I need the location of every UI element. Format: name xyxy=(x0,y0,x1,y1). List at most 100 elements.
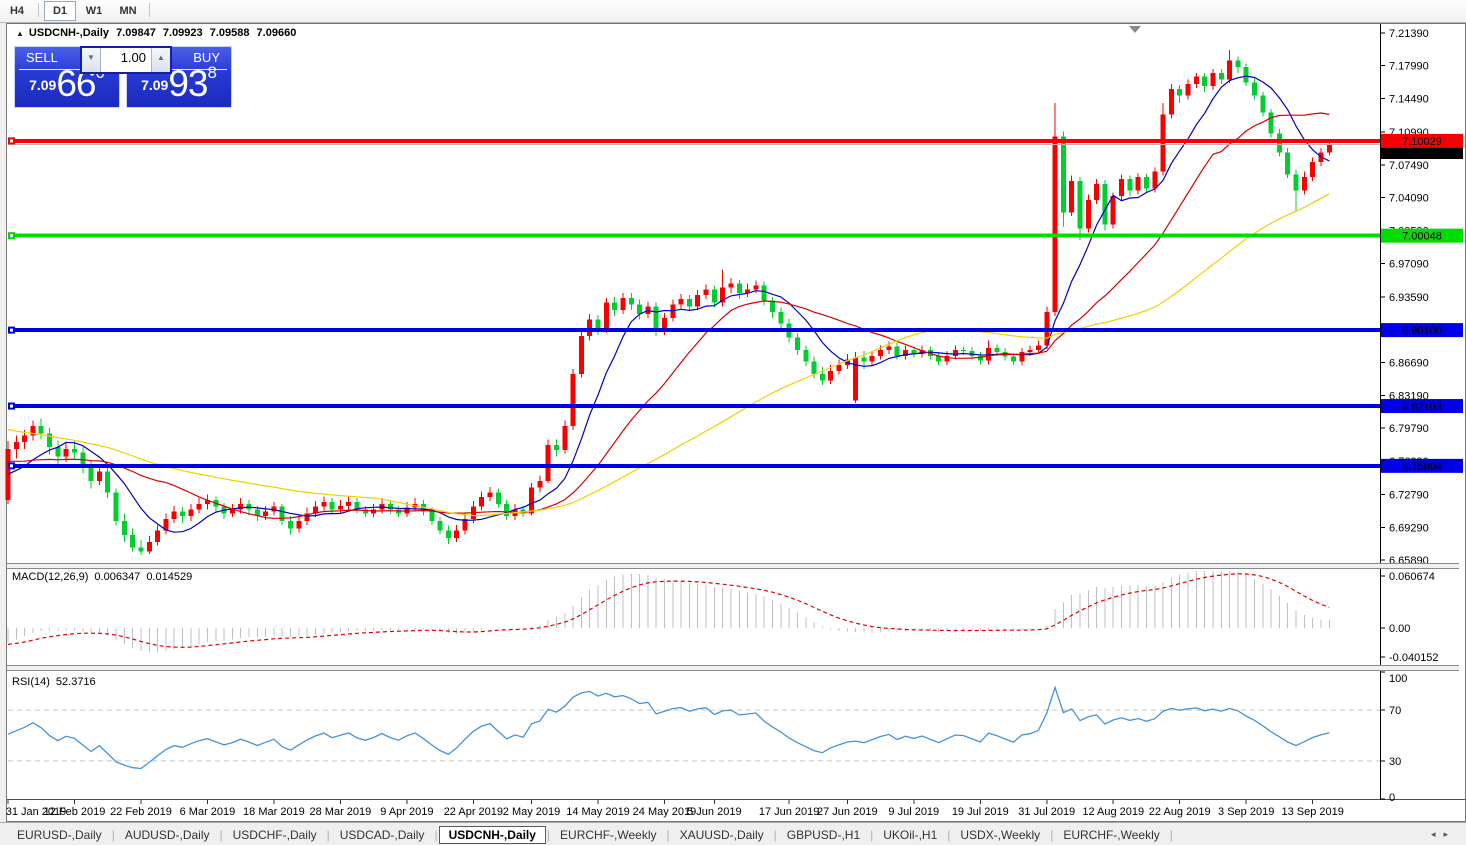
volume-spinner: ▼ 1.00 ▲ xyxy=(80,46,172,74)
date-tick-label: 19 Jul 2019 xyxy=(952,806,1009,818)
price-chart[interactable]: 7.213907.179907.144907.109907.074907.040… xyxy=(0,0,1466,822)
candle-body xyxy=(711,289,717,303)
candle-body xyxy=(1202,76,1208,87)
candle-body xyxy=(745,289,751,294)
candle-body xyxy=(570,373,576,427)
price-tick-label: 7.04090 xyxy=(1389,192,1429,204)
rsi-pane-resize-handle[interactable] xyxy=(7,665,1459,671)
level-drag-handle-dot xyxy=(10,404,13,408)
collapse-chart-icon[interactable]: ▲ xyxy=(16,29,24,38)
timeframe-button-h4[interactable]: H4 xyxy=(9,5,25,17)
divider xyxy=(19,69,115,70)
candle-body xyxy=(1235,60,1241,68)
macd-axis-label: 0.00 xyxy=(1389,623,1410,635)
chart-tab-xauusd-daily[interactable]: XAUUSD-,Daily xyxy=(679,827,764,842)
candle-body xyxy=(454,530,460,539)
price-tick-label: 6.86690 xyxy=(1389,357,1429,369)
candle-body xyxy=(1035,345,1041,351)
candle-body xyxy=(803,350,809,362)
volume-decrease-button[interactable]: ▼ xyxy=(82,48,101,72)
tab-scroll-right-icon[interactable]: ▸ xyxy=(1443,829,1456,839)
candle-body xyxy=(1077,181,1083,229)
candle-body xyxy=(495,492,501,504)
chart-shift-marker-icon[interactable] xyxy=(1129,26,1141,33)
candle-body xyxy=(180,511,186,517)
tab-separator: | xyxy=(773,827,777,842)
chart-tab-ukoil-h1[interactable]: UKOil-,H1 xyxy=(883,827,938,842)
candle-body xyxy=(312,506,318,514)
candle-body xyxy=(1011,356,1017,362)
level-drag-handle-dot xyxy=(10,234,13,238)
candle-body xyxy=(736,283,742,294)
timeframe-button-mn[interactable]: MN xyxy=(119,5,137,17)
candle-body xyxy=(63,448,69,457)
candle-body xyxy=(1102,183,1108,225)
macd-pane-resize-handle[interactable] xyxy=(7,563,1459,569)
date-tick-label: 2 May 2019 xyxy=(503,806,560,818)
candle-body xyxy=(163,519,169,531)
timeframe-button-w1[interactable]: W1 xyxy=(85,5,103,17)
candle-body xyxy=(229,509,235,514)
sell-label: SELL xyxy=(26,50,58,65)
candle-body xyxy=(686,298,692,307)
rsi-value: 52.3716 xyxy=(55,676,96,688)
candle-body xyxy=(1119,179,1125,197)
candle-body xyxy=(944,355,950,362)
candle-body xyxy=(279,506,285,521)
candle-body xyxy=(952,350,958,356)
toolbar-separator xyxy=(38,2,39,17)
chart-tab-eurchf-weekly[interactable]: EURCHF-,Weekly xyxy=(1063,827,1160,842)
candle-body xyxy=(296,520,302,529)
chart-tab-usdchf-daily[interactable]: USDCHF-,Daily xyxy=(232,827,317,842)
chart-tab-usdcad-daily[interactable]: USDCAD-,Daily xyxy=(339,827,425,842)
price-tick-label: 7.21390 xyxy=(1389,28,1429,40)
candle-body xyxy=(71,448,77,453)
candle-body xyxy=(1276,133,1282,153)
candle-body xyxy=(529,487,535,514)
macd-main-value: 0.006347 xyxy=(94,571,141,583)
chart-tab-eurusd-daily[interactable]: EURUSD-,Daily xyxy=(17,827,102,842)
rsi-line xyxy=(7,685,1330,770)
volume-input[interactable]: 1.00 xyxy=(120,50,146,65)
date-tick-label: 13 Sep 2019 xyxy=(1281,806,1343,818)
date-tick-label: 9 Apr 2019 xyxy=(380,806,433,818)
date-tick-label: 6 Mar 2019 xyxy=(180,806,236,818)
candle-body xyxy=(1243,67,1249,83)
candle-body xyxy=(445,530,451,539)
rsi-indicator-label: RSI(14) 52.3716 xyxy=(12,676,102,688)
date-tick-label: 12 Feb 2019 xyxy=(44,806,106,818)
tab-separator: | xyxy=(1050,827,1054,842)
candle-body xyxy=(337,505,343,510)
date-tick-label: 24 May 2019 xyxy=(633,806,697,818)
tab-separator: | xyxy=(219,827,223,842)
chart-tab-audusd-daily[interactable]: AUDUSD-,Daily xyxy=(124,827,210,842)
candle-body xyxy=(1027,350,1033,352)
price-tick-label: 7.14490 xyxy=(1389,94,1429,106)
candle-body xyxy=(155,530,161,542)
candle-body xyxy=(304,513,310,521)
chart-tab-usdcnh-daily[interactable]: USDCNH-,Daily xyxy=(438,825,546,844)
candle-body xyxy=(22,435,28,443)
candle-body xyxy=(703,289,709,295)
date-tick-label: 5 Jun 2019 xyxy=(687,806,741,818)
level-price-badge xyxy=(1381,228,1463,243)
candle-body xyxy=(628,297,634,305)
moving-average-line-20 xyxy=(7,112,1330,519)
candle-body xyxy=(238,503,244,510)
candle-body xyxy=(553,445,559,450)
timeframe-button-d1[interactable]: D1 xyxy=(44,1,76,21)
candle-body xyxy=(927,350,933,356)
date-tick-label: 22 Aug 2019 xyxy=(1149,806,1211,818)
chart-tab-eurchf-weekly[interactable]: EURCHF-,Weekly xyxy=(560,827,657,842)
tab-separator: | xyxy=(1169,827,1173,842)
chart-tab-usdx-weekly[interactable]: USDX-,Weekly xyxy=(960,827,1041,842)
chart-tab-gbpusd-h1[interactable]: GBPUSD-,H1 xyxy=(786,827,861,842)
tab-scroll-left-icon[interactable]: ◂ xyxy=(1430,829,1444,839)
level-price-badge-label: 7.10029 xyxy=(1402,136,1442,148)
candle-body xyxy=(770,300,776,313)
volume-increase-button[interactable]: ▲ xyxy=(151,48,170,72)
candle-body xyxy=(263,511,269,517)
date-tick-label: 31 Jan 2019 xyxy=(6,806,67,818)
price-tick-label: 7.17990 xyxy=(1389,60,1429,72)
tab-separator: | xyxy=(546,827,551,842)
